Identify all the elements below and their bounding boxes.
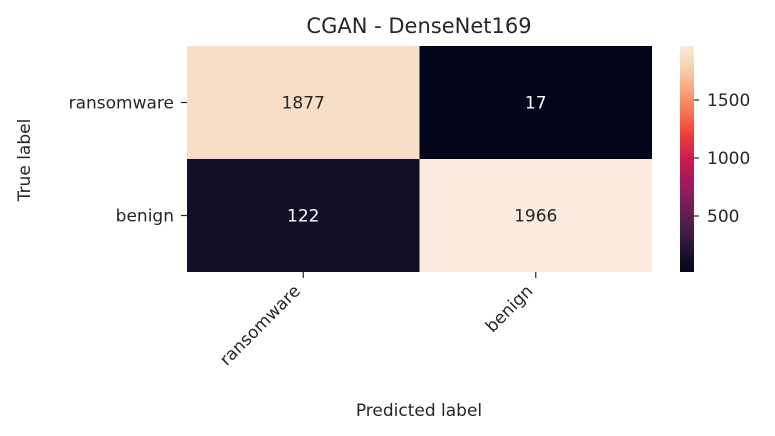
cell-value-label: 1966 <box>514 207 557 227</box>
colorbar-ticks: 500 1000 1500 <box>694 91 750 227</box>
y-axis-ticks: ransomware benign <box>69 94 187 227</box>
y-axis-label: True label <box>15 119 35 203</box>
heatmap-cell <box>187 46 420 159</box>
x-tick-label: benign <box>482 281 537 336</box>
cell-value-label: 17 <box>525 94 547 114</box>
y-tick-label: ransomware <box>69 94 174 114</box>
x-axis-label: Predicted label <box>356 401 482 421</box>
heatmap-cell-labels: 1877 17 122 1966 <box>282 94 558 227</box>
heatmap-cell <box>419 46 652 159</box>
colorbar-tick-label: 1500 <box>707 91 750 111</box>
colorbar-tick-label: 500 <box>707 207 739 227</box>
colorbar <box>680 46 694 272</box>
chart-title: CGAN - DenseNet169 <box>306 14 531 38</box>
heatmap-cell <box>419 159 652 272</box>
cell-value-label: 122 <box>287 207 319 227</box>
heatmap-cells <box>187 46 652 272</box>
x-tick-label: ransomware <box>216 281 305 370</box>
x-axis-ticks: ransomware benign <box>216 272 537 370</box>
heatmap-cell <box>187 159 420 272</box>
colorbar-tick-label: 1000 <box>707 149 750 169</box>
cell-value-label: 1877 <box>282 94 325 114</box>
y-tick-label: benign <box>116 207 174 227</box>
